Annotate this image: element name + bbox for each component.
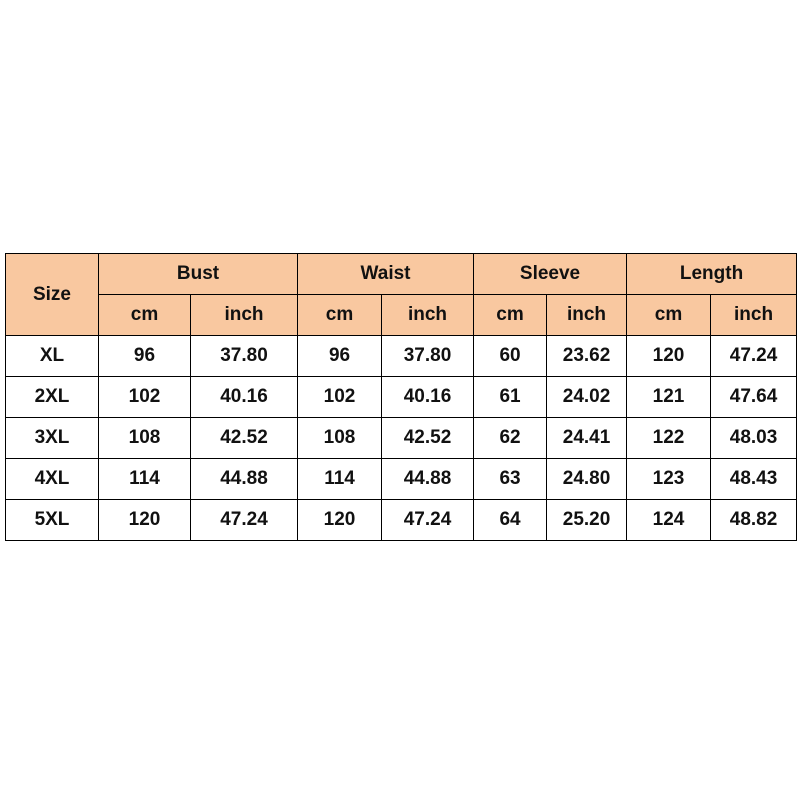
- unit-header: inch: [189, 294, 299, 336]
- value-cell: 48.82: [710, 499, 798, 541]
- group-header: Length: [626, 253, 798, 295]
- table-row: 4XL 114 44.88 114 44.88 63 24.80 123 48.43: [5, 458, 798, 500]
- value-cell: 96: [297, 335, 383, 377]
- value-cell: 120: [297, 499, 383, 541]
- table-body: XL 96 37.80 96 37.80 60 23.62 120 47.24 2XL 102 40.…: [5, 335, 798, 541]
- size-cell: XL: [5, 335, 99, 377]
- value-cell: 102: [297, 376, 383, 418]
- unit-header: inch: [546, 294, 628, 336]
- value-cell: 37.80: [189, 335, 299, 377]
- value-cell: 102: [98, 376, 191, 418]
- value-cell: 25.20: [546, 499, 628, 541]
- table-row: Size Bust Waist Sleeve Length: [5, 253, 798, 336]
- corner-header: Size: [5, 253, 99, 336]
- value-cell: 40.16: [381, 376, 475, 418]
- value-cell: 63: [473, 458, 548, 500]
- value-cell: 42.52: [189, 417, 299, 459]
- unit-header: inch: [381, 294, 475, 336]
- value-cell: 120: [98, 499, 191, 541]
- value-cell: 120: [626, 335, 712, 377]
- size-cell: 2XL: [5, 376, 99, 418]
- group-header: Waist: [297, 253, 475, 295]
- value-cell: 122: [626, 417, 712, 459]
- value-cell: 61: [473, 376, 548, 418]
- value-cell: 124: [626, 499, 712, 541]
- value-cell: 108: [98, 417, 191, 459]
- value-cell: 114: [98, 458, 191, 500]
- table-row: 2XL 102 40.16 102 40.16 61 24.02 121 47.64: [5, 376, 798, 418]
- size-cell: 4XL: [5, 458, 99, 500]
- table-header: Size Bust Waist Sleeve Length cm inch cm inch cm i…: [5, 253, 798, 336]
- value-cell: 60: [473, 335, 548, 377]
- value-cell: 121: [626, 376, 712, 418]
- size-cell: 5XL: [5, 499, 99, 541]
- value-cell: 47.24: [381, 499, 475, 541]
- value-cell: 24.02: [546, 376, 628, 418]
- value-cell: 23.62: [546, 335, 628, 377]
- group-header: Sleeve: [473, 253, 628, 295]
- value-cell: 114: [297, 458, 383, 500]
- value-cell: 47.24: [189, 499, 299, 541]
- value-cell: 48.43: [710, 458, 798, 500]
- value-cell: 47.24: [710, 335, 798, 377]
- value-cell: 108: [297, 417, 383, 459]
- value-cell: 123: [626, 458, 712, 500]
- value-cell: 42.52: [381, 417, 475, 459]
- size-cell: 3XL: [5, 417, 99, 459]
- value-cell: 44.88: [381, 458, 475, 500]
- unit-header: inch: [710, 294, 798, 336]
- table-row: cm inch cm inch cm inch cm inch: [6, 294, 798, 336]
- value-cell: 64: [473, 499, 548, 541]
- value-cell: 62: [473, 417, 548, 459]
- unit-header: cm: [626, 294, 712, 336]
- unit-header: cm: [297, 294, 383, 336]
- group-header: Bust: [97, 253, 299, 295]
- value-cell: 96: [98, 335, 191, 377]
- unit-header: cm: [98, 294, 191, 336]
- table-row: 3XL 108 42.52 108 42.52 62 24.41 122 48.03: [5, 417, 798, 459]
- value-cell: 24.80: [546, 458, 628, 500]
- value-cell: 37.80: [381, 335, 475, 377]
- table-row: XL 96 37.80 96 37.80 60 23.62 120 47.24: [5, 335, 798, 377]
- value-cell: 40.16: [189, 376, 299, 418]
- value-cell: 44.88: [189, 458, 299, 500]
- value-cell: 48.03: [710, 417, 798, 459]
- size-table: Size Bust Waist Sleeve Length cm inch cm inch cm i…: [5, 253, 798, 541]
- value-cell: 47.64: [710, 376, 798, 418]
- table-row: 5XL 120 47.24 120 47.24 64 25.20 124 48.82: [5, 499, 798, 541]
- unit-header: cm: [473, 294, 548, 336]
- value-cell: 24.41: [546, 417, 628, 459]
